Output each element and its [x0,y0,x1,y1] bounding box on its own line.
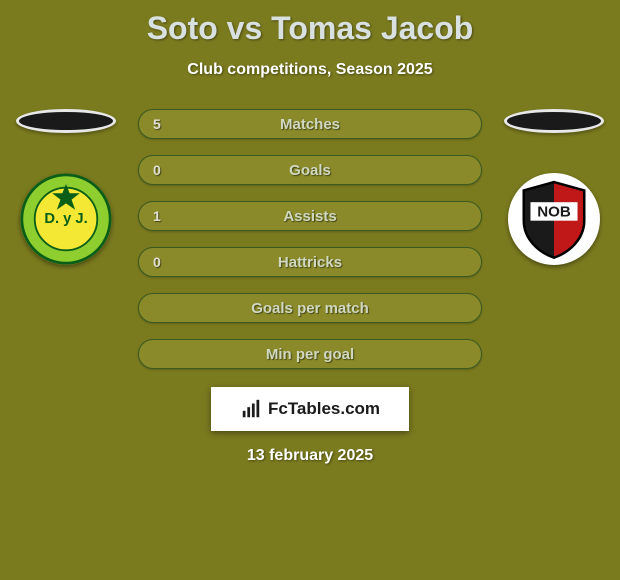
stat-left-value: 1 [153,208,161,224]
page-title: Soto vs Tomas Jacob [0,0,620,47]
watermark-text: FcTables.com [268,399,380,419]
stat-label: Assists [139,208,481,225]
stat-left-value: 0 [153,254,161,270]
left-team-badge: D. y J. [20,173,112,265]
stat-row-goals: 0 Goals [138,155,482,185]
stat-label: Goals [139,162,481,179]
left-form-oval [16,109,116,133]
stat-label: Hattricks [139,254,481,271]
right-form-oval [504,109,604,133]
stat-label: Goals per match [139,300,481,317]
svg-text:D. y J.: D. y J. [44,211,87,227]
stat-left-value: 0 [153,162,161,178]
nob-badge-icon: NOB [512,177,596,261]
stat-row-mpg: Min per goal [138,339,482,369]
right-team-badge: NOB [508,173,600,265]
right-side: NOB [494,109,614,265]
stat-row-assists: 1 Assists [138,201,482,231]
stat-row-hattricks: 0 Hattricks [138,247,482,277]
stat-row-gpm: Goals per match [138,293,482,323]
svg-text:NOB: NOB [537,203,571,220]
watermark[interactable]: FcTables.com [211,387,409,431]
stat-label: Min per goal [139,346,481,363]
subtitle: Club competitions, Season 2025 [0,61,620,79]
dyj-badge-icon: D. y J. [20,173,112,265]
left-side: D. y J. [6,109,126,265]
stat-label: Matches [139,116,481,133]
content-row: D. y J. 5 Matches 0 Goals 1 Assists 0 Ha… [0,109,620,369]
chart-icon [240,398,262,420]
date-text: 13 february 2025 [0,447,620,465]
stats-column: 5 Matches 0 Goals 1 Assists 0 Hattricks … [126,109,494,369]
stat-left-value: 5 [153,116,161,132]
stat-row-matches: 5 Matches [138,109,482,139]
